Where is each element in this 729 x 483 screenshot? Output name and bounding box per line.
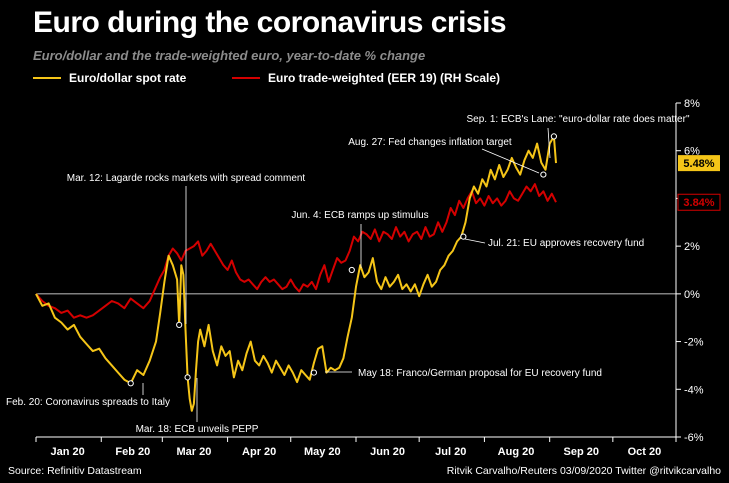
x-tick-label: Oct 20 xyxy=(628,446,662,458)
legend-swatch-eurusd xyxy=(33,77,61,79)
annotation-marker xyxy=(550,133,557,140)
last-value-badges: 5.48% 3.84% xyxy=(677,155,721,211)
last-value-label-eurusd: 5.48% xyxy=(683,158,714,170)
last-value-badge-eurusd xyxy=(678,155,720,172)
legend-item-eer: Euro trade-weighted (EER 19) (RH Scale) xyxy=(232,71,500,85)
annotation-marker xyxy=(184,374,191,381)
annotation-marker xyxy=(310,369,317,376)
y-tick-label: 0% xyxy=(684,289,700,301)
legend-item-eurusd: Euro/dollar spot rate xyxy=(33,71,186,85)
legend-label-eurusd: Euro/dollar spot rate xyxy=(69,71,187,85)
credit-note: Ritvik Carvalho/Reuters 03/09/2020 Twitt… xyxy=(446,465,721,477)
y-tick-label: -6% xyxy=(684,432,704,444)
series-lines xyxy=(35,135,557,412)
x-tick-label: Feb 20 xyxy=(115,446,150,458)
x-tick-label: Jul 20 xyxy=(435,446,466,458)
annotation-leader xyxy=(481,148,540,174)
series-line-eurusd xyxy=(35,135,557,412)
annotation-leader xyxy=(547,127,551,159)
source-note: Source: Refinitiv Datastream xyxy=(8,465,142,477)
x-tick-label: Aug 20 xyxy=(498,446,535,458)
annotations: Feb. 20: Coronavirus spreads to Italy Mar… xyxy=(6,114,690,435)
annotation-marker xyxy=(540,171,547,178)
legend-swatch-eer xyxy=(232,77,260,79)
x-tick-label: Jun 20 xyxy=(370,446,405,458)
x-tick-label: May 20 xyxy=(304,446,341,458)
annotation-label: Feb. 20: Coronavirus spreads to Italy xyxy=(6,397,170,408)
legend-label-eer: Euro trade-weighted (EER 19) (RH Scale) xyxy=(268,71,501,85)
x-tick-label: Sep 20 xyxy=(564,446,599,458)
last-value-badge-eer xyxy=(677,193,721,211)
chart-title: Euro during the coronavirus crisis xyxy=(33,6,507,39)
annotation-marker xyxy=(127,380,134,387)
annotation-label: Jul. 21: EU approves recovery fund xyxy=(488,238,644,249)
series-line-eer xyxy=(35,183,557,319)
chart-subtitle: Euro/dollar and the trade-weighted euro,… xyxy=(33,48,426,63)
annotation-marker xyxy=(176,321,183,328)
annotation-label: Jun. 4: ECB ramps up stimulus xyxy=(291,210,428,221)
last-value-label-eer: 3.84% xyxy=(683,197,714,209)
y-tick-label: 2% xyxy=(684,241,700,253)
annotation-label: Aug. 27: Fed changes inflation target xyxy=(348,137,512,148)
y-tick-label: -4% xyxy=(684,384,704,396)
x-tick-label: Jan 20 xyxy=(50,446,84,458)
x-tick-label: Apr 20 xyxy=(242,446,276,458)
annotation-label: Mar. 18: ECB unveils PEPP xyxy=(136,424,259,435)
y-tick-label: -2% xyxy=(684,337,704,349)
annotation-marker xyxy=(348,266,355,274)
annotation-label: Mar. 12: Lagarde rocks markets with spre… xyxy=(67,173,306,184)
annotation-label: Sep. 1: ECB's Lane: "euro-dollar rate do… xyxy=(466,114,689,125)
y-tick-label: 8% xyxy=(684,98,700,110)
annotation-label: May 18: Franco/German proposal for EU re… xyxy=(358,368,602,379)
x-tick-label: Mar 20 xyxy=(176,446,211,458)
annotation-marker xyxy=(460,233,467,240)
y-tick-label: 6% xyxy=(684,146,700,158)
